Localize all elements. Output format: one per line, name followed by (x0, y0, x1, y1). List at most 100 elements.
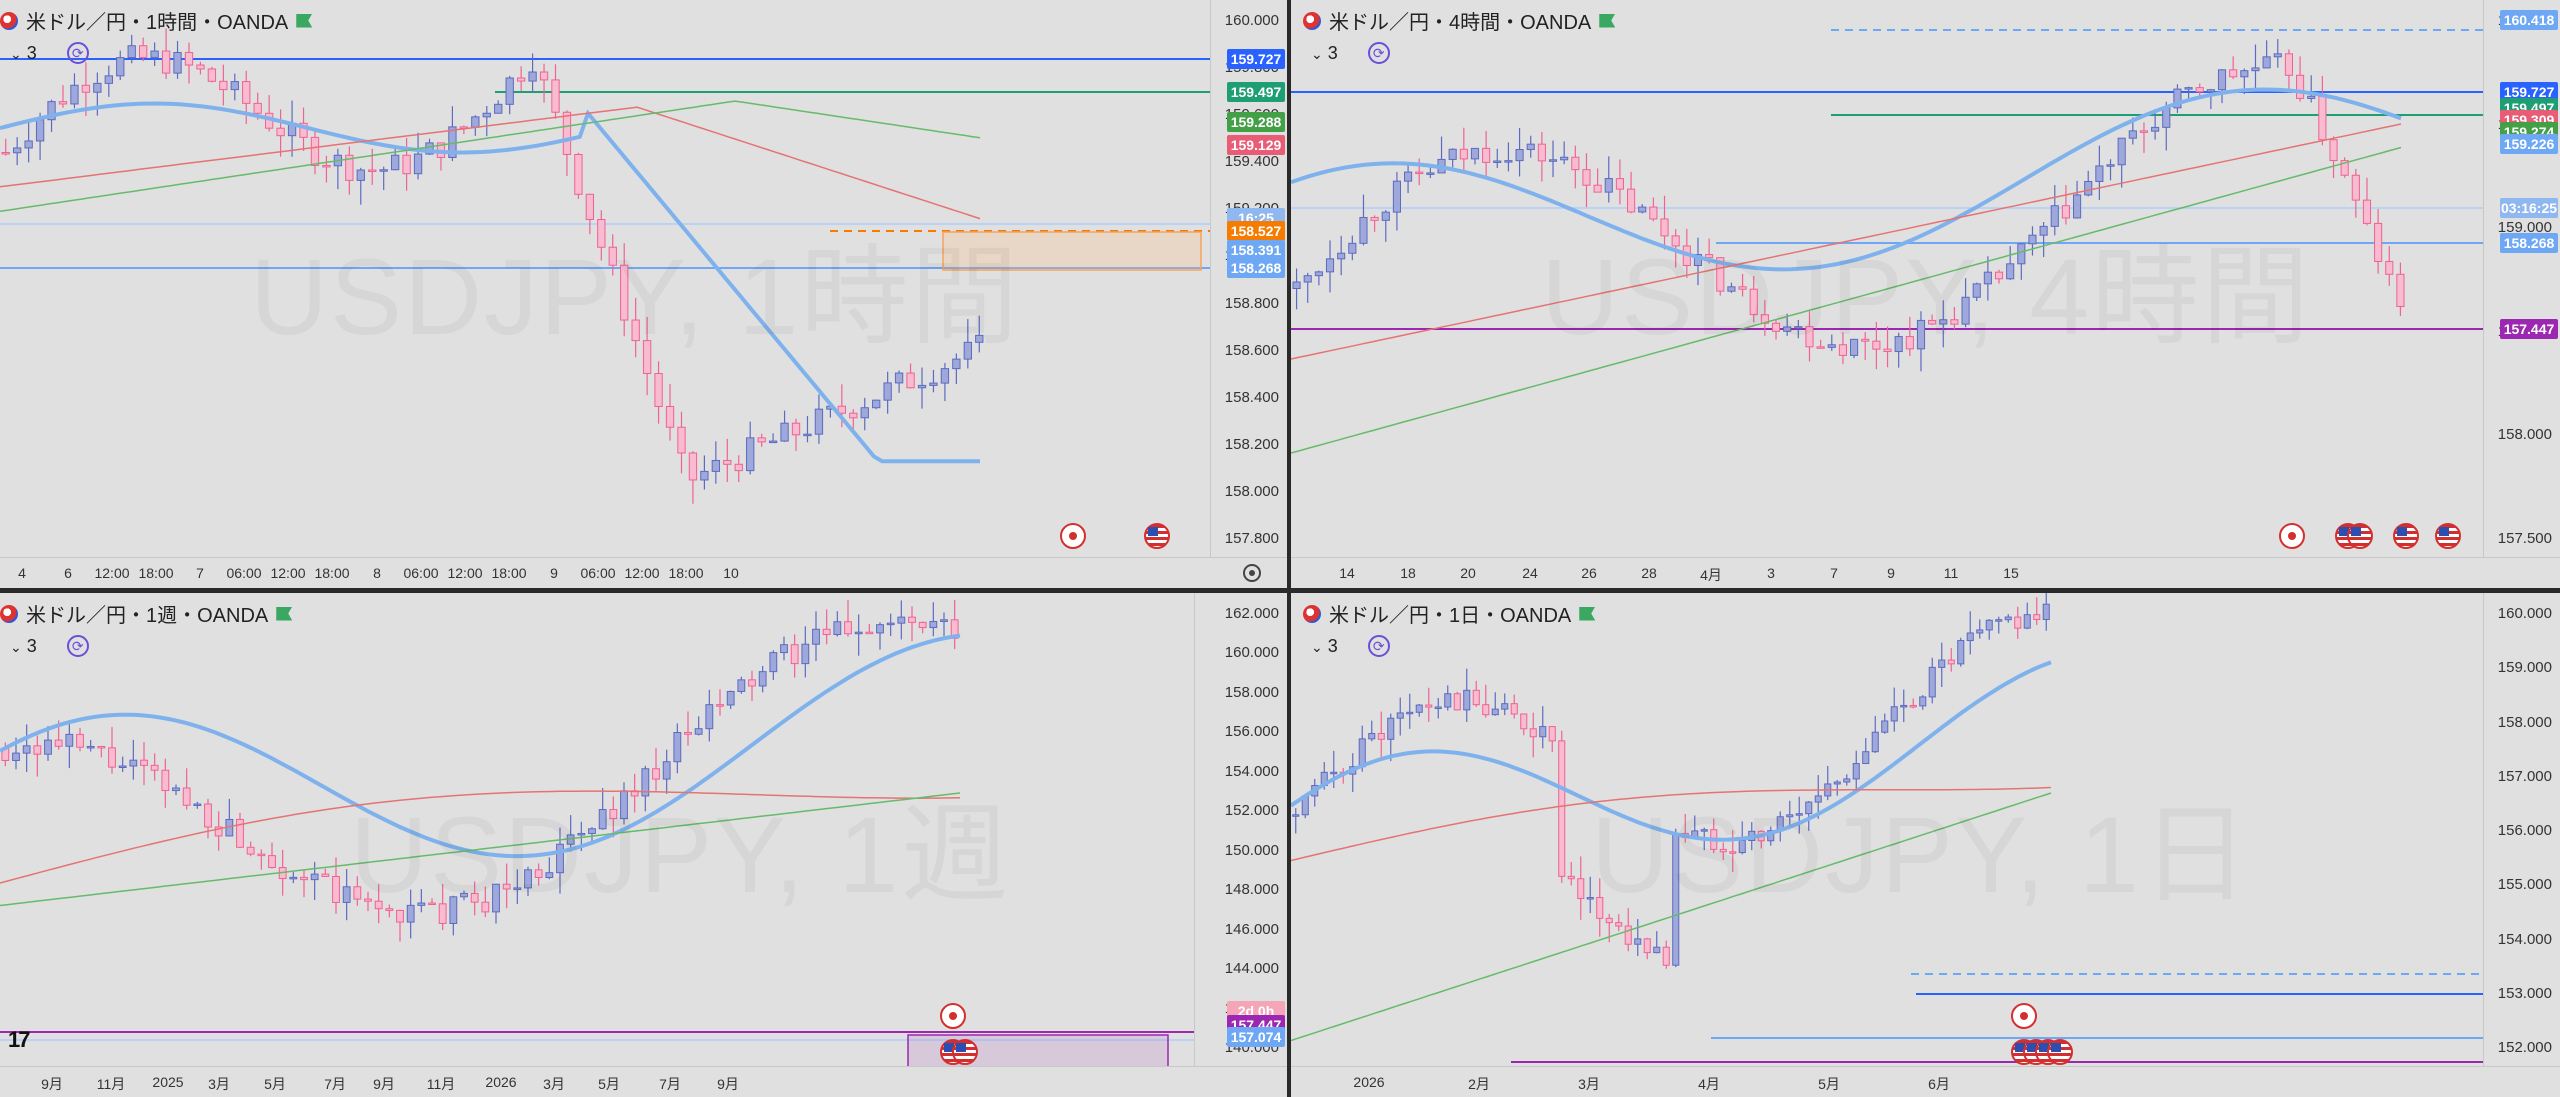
symbol-legend[interactable]: 米ドル／円・1週・OANDA (0, 599, 293, 628)
price-tag[interactable]: 158.527 (1227, 221, 1285, 241)
us-flag-event-icon[interactable] (2347, 523, 2373, 549)
price-tag[interactable]: 158.268 (2500, 233, 2558, 253)
economic-event-icon[interactable] (940, 1003, 966, 1029)
symbol-legend[interactable]: 米ドル／円・1日・OANDA (1303, 599, 1596, 628)
chart-canvas-1d[interactable] (1291, 593, 2560, 1097)
price-tag[interactable]: 157.447 (2500, 319, 2558, 339)
sync-icon[interactable]: ⟳ (66, 42, 89, 64)
price-tag[interactable]: 158.268 (1227, 258, 1285, 278)
us-flag-event-icon[interactable] (2393, 523, 2419, 549)
price-tag[interactable]: 159.727 (1227, 49, 1285, 69)
economic-event-icon[interactable] (1060, 523, 1086, 549)
candle (2050, 185, 2059, 236)
candle (1861, 332, 1870, 361)
tradingview-logo[interactable]: 17 (8, 1027, 31, 1052)
candle (524, 866, 532, 896)
price-tag[interactable]: 159.226 (2500, 134, 2558, 154)
time-axis[interactable]: 2026 2月 3月 4月 5月 6月 (1291, 1066, 2560, 1097)
chart-pane-1w[interactable]: USDJPY, 1週 米ドル／円・1週・OANDA ⌄ 3 ⟳ 162.0001… (0, 593, 1287, 1097)
price-tag[interactable]: 159.727 (2500, 82, 2558, 102)
price-tag[interactable]: 158.391 (1227, 240, 1285, 260)
candle (449, 895, 458, 936)
indicator-toggle-row[interactable]: ⌄ 3 ⟳ (10, 635, 89, 657)
candle (1985, 619, 1993, 640)
time-axis[interactable]: 9月 11月 2025 3月 5月 7月 9月 11月 2026 3月 5月 7月 9月 (0, 1066, 1287, 1097)
candle (1529, 712, 1537, 758)
price-tag[interactable]: 03:16:25 (2500, 198, 2558, 218)
chart-canvas-4h[interactable] (1291, 0, 2560, 588)
price-axis[interactable]: 160.000159.800159.600159.400159.200159.0… (1210, 0, 1287, 558)
us-flag-event-icon[interactable] (1144, 523, 1170, 549)
candle (812, 611, 820, 662)
sync-icon[interactable]: ⟳ (1367, 42, 1390, 64)
indicator-toggle[interactable]: ⌄ 3 (10, 636, 37, 657)
candle (2385, 246, 2394, 286)
time-axis-label: 8 (373, 565, 381, 581)
price-tag[interactable]: 157.074 (1227, 1027, 1285, 1047)
ma-mid-line (1291, 786, 2052, 862)
sync-icon[interactable]: ⟳ (66, 635, 89, 657)
candle (2095, 145, 2104, 200)
candle (150, 42, 159, 66)
price-tag[interactable]: 159.288 (1227, 112, 1285, 132)
indicator-count: 3 (1327, 635, 1338, 656)
candle (694, 716, 703, 736)
price-tag[interactable]: 160.418 (2500, 10, 2558, 30)
us-flag-event-icon[interactable] (2435, 523, 2461, 549)
candle (436, 142, 446, 171)
indicator-toggle[interactable]: ⌄ 3 (10, 43, 37, 64)
gear-icon[interactable] (1243, 564, 1261, 582)
pane-divider-vertical[interactable] (1287, 0, 1291, 1097)
candle (2151, 109, 2160, 140)
time-axis[interactable]: 4 6 12:00 18:00 7 06:00 12:00 18:00 8 06:00 12:00 1… (0, 557, 1287, 588)
symbol-title[interactable]: 米ドル／円・1時間・OANDA (26, 12, 289, 34)
time-axis-label: 2月 (1468, 1076, 1490, 1092)
candle (917, 367, 927, 409)
price-axis[interactable]: 160.000 159.000 158.000 157.000 156.000 155.0… (2483, 593, 2560, 1067)
candle (1627, 171, 1636, 214)
candle (803, 416, 812, 443)
indicator-toggle[interactable]: ⌄ 3 (1311, 43, 1338, 64)
indicator-toggle-row[interactable]: ⌄ 3 ⟳ (1311, 42, 1390, 64)
market-open-icon (296, 13, 313, 28)
indicator-toggle-row[interactable]: ⌄ 3 ⟳ (1311, 635, 1390, 657)
us-flag-event-icon[interactable] (2047, 1039, 2073, 1065)
candle (790, 634, 799, 678)
sync-icon[interactable]: ⟳ (1367, 635, 1390, 657)
symbol-title[interactable]: 米ドル／円・4時間・OANDA (1329, 12, 1592, 34)
economic-event-icon[interactable] (2011, 1003, 2037, 1029)
chart-pane-1h[interactable]: USDJPY, 1時間 米ドル／円・1時間・OANDA ⌄ 3 ⟳ 160.00… (0, 0, 1287, 588)
chart-pane-4h[interactable]: USDJPY, 4時間 米ドル／円・4時間・OANDA ⌄ 3 ⟳ 160.00… (1291, 0, 2560, 588)
price-axis[interactable]: 160.000159.500159.000158.500158.000157.5… (2483, 0, 2560, 558)
candle (1795, 796, 1803, 834)
symbol-legend[interactable]: 米ドル／円・4時間・OANDA (1303, 6, 1616, 35)
time-axis-label: 9月 (41, 1076, 63, 1092)
price-tag[interactable]: 159.497 (1227, 82, 1285, 102)
candle (406, 889, 415, 939)
symbol-title[interactable]: 米ドル／円・1日・OANDA (1329, 605, 1572, 627)
candle (1871, 716, 1879, 753)
pane-divider-horizontal[interactable] (0, 588, 2560, 593)
price-axis[interactable]: 162.000 160.000 158.000 156.000 154.000 152.0… (1194, 593, 1287, 1097)
watermark: USDJPY, 1日 (1591, 768, 2251, 924)
symbol-legend[interactable]: 米ドル／円・1時間・OANDA (0, 6, 313, 35)
candle (684, 711, 692, 746)
chart-canvas-1h[interactable] (0, 0, 1287, 588)
candle (1719, 842, 1727, 860)
chart-pane-1d[interactable]: USDJPY, 1日 米ドル／円・1日・OANDA ⌄ 3 ⟳ 160.0001… (1291, 593, 2560, 1097)
time-axis[interactable]: 14 18 20 24 26 28 4月 3 7 9 11 15 (1291, 557, 2560, 588)
indicator-toggle-row[interactable]: ⌄ 3 ⟳ (10, 42, 89, 64)
price-tag[interactable]: 159.129 (1227, 135, 1285, 155)
ma-short-line (1291, 660, 2052, 842)
symbol-title[interactable]: 米ドル／円・1週・OANDA (26, 605, 269, 627)
time-axis-label: 9月 (717, 1076, 739, 1092)
candle (1624, 908, 1632, 952)
candle (1520, 713, 1528, 736)
candle (1604, 156, 1613, 203)
economic-event-icon[interactable] (2279, 523, 2305, 549)
position-box[interactable] (942, 231, 1202, 271)
indicator-toggle[interactable]: ⌄ 3 (1311, 636, 1338, 657)
candle (2296, 56, 2305, 102)
candle (161, 28, 171, 79)
us-flag-event-icon[interactable] (952, 1039, 978, 1065)
